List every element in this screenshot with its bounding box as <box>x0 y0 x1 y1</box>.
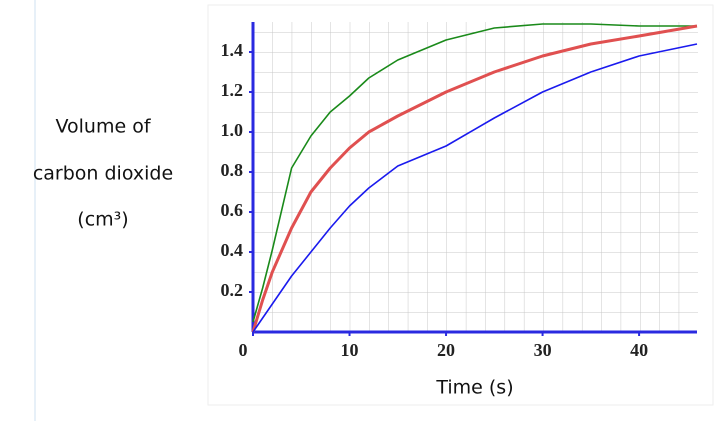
data-line <box>252 23 697 323</box>
x-tick-label: 20 <box>437 340 455 360</box>
x-axis-label: Time (s) <box>435 377 513 399</box>
x-tick-label: 10 <box>341 340 359 360</box>
y-tick-label: 1.0 <box>221 120 244 140</box>
x-tick-label: 30 <box>534 340 552 360</box>
y-tick-label: 0.4 <box>221 240 244 260</box>
y-tick-label: 0.6 <box>221 200 244 220</box>
y-axis-label: carbon dioxide <box>33 163 173 185</box>
y-axis-label: Volume of <box>55 116 151 138</box>
x-tick-label: 0 <box>239 340 248 360</box>
data-line <box>251 24 698 333</box>
y-tick-label: 0.2 <box>221 280 244 300</box>
x-tick-label: 40 <box>630 340 648 360</box>
plot-grid <box>253 22 698 332</box>
data-line <box>252 43 698 333</box>
y-tick-label: 1.2 <box>221 80 244 100</box>
y-axis-label: (cm³) <box>77 209 128 231</box>
y-tick-label: 0.8 <box>221 160 244 180</box>
y-tick-label: 1.4 <box>221 40 244 60</box>
